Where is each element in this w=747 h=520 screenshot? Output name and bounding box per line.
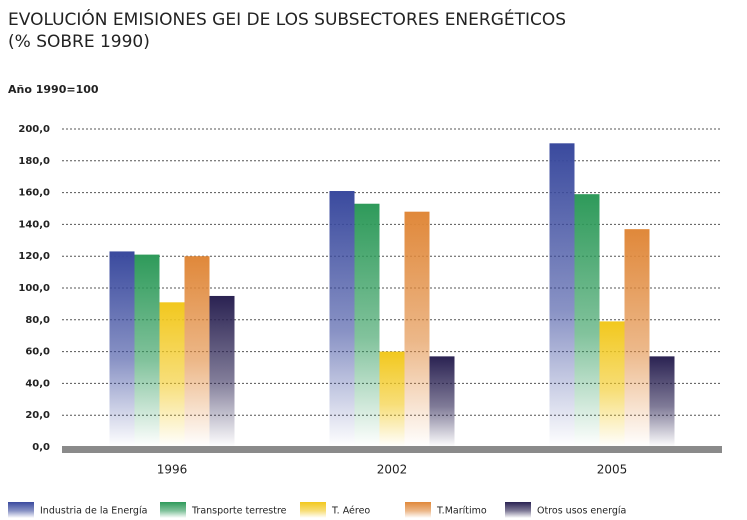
- y-tick-label: 40,0: [25, 378, 50, 389]
- bar: [624, 229, 650, 447]
- y-tick-label: 200,0: [18, 124, 50, 135]
- chart-subtitle: (% SOBRE 1990): [8, 32, 150, 52]
- legend-swatch: [160, 502, 186, 518]
- y-tick-label: 140,0: [18, 219, 50, 230]
- bar: [599, 321, 625, 447]
- legend-swatch: [405, 502, 431, 518]
- bar: [134, 254, 160, 447]
- legend-label: Transporte terrestre: [191, 506, 287, 517]
- bar: [159, 302, 185, 447]
- bar: [209, 295, 235, 447]
- bar: [404, 211, 430, 447]
- y-tick-label: 60,0: [25, 347, 50, 358]
- legend-swatch: [8, 502, 34, 518]
- bar: [549, 143, 575, 447]
- bar: [184, 256, 210, 447]
- bar: [429, 356, 455, 447]
- y-tick-label: 100,0: [18, 283, 50, 294]
- x-tick-label: 2002: [377, 463, 408, 477]
- y-tick-label: 80,0: [25, 315, 50, 326]
- chart-title: EVOLUCIÓN EMISIONES GEI DE LOS SUBSECTOR…: [8, 8, 566, 30]
- legend-label: Industria de la Energía: [40, 506, 147, 517]
- x-axis: [62, 446, 722, 453]
- y-tick-label: 120,0: [18, 251, 50, 262]
- bar: [329, 191, 355, 447]
- legend-swatch: [505, 502, 531, 518]
- bar: [649, 356, 675, 447]
- legend-label: T. Aéreo: [331, 506, 370, 517]
- y-tick-label: 160,0: [18, 188, 50, 199]
- y-axis-label: Año 1990=100: [8, 83, 99, 96]
- x-tick-label: 1996: [157, 463, 188, 477]
- bar: [354, 203, 380, 447]
- y-tick-label: 0,0: [32, 442, 50, 453]
- bar: [379, 351, 405, 447]
- legend-label: Otros usos energía: [537, 506, 626, 517]
- x-tick-label: 2005: [597, 463, 628, 477]
- y-tick-label: 180,0: [18, 156, 50, 167]
- bar: [109, 251, 135, 447]
- legend-swatch: [300, 502, 326, 518]
- legend-label: T.Marítimo: [436, 506, 487, 517]
- y-tick-label: 20,0: [25, 410, 50, 421]
- bar: [574, 194, 600, 447]
